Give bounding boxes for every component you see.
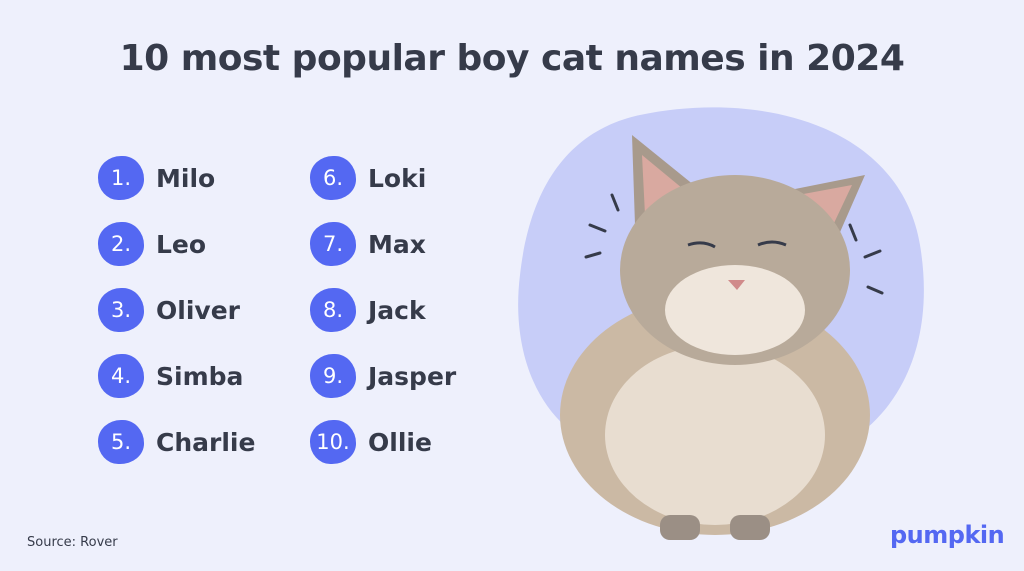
rank-badge: 5. — [98, 420, 144, 464]
rank-badge: 9. — [310, 354, 356, 398]
name-list-item: 2. Leo — [98, 221, 206, 267]
cat-name: Ollie — [368, 427, 432, 457]
name-list-item: 10. Ollie — [310, 419, 432, 465]
cat-name: Simba — [156, 361, 244, 391]
rank-badge: 6. — [310, 156, 356, 200]
page-title: 10 most popular boy cat names in 2024 — [119, 38, 905, 79]
name-list-item: 8. Jack — [310, 287, 426, 333]
rank-badge: 10. — [310, 420, 356, 464]
name-list-item: 6. Loki — [310, 155, 426, 201]
name-list-item: 7. Max — [310, 221, 426, 267]
cat-name: Charlie — [156, 427, 256, 457]
rank-badge: 2. — [98, 222, 144, 266]
name-list-item: 4. Simba — [98, 353, 243, 399]
cat-illustration — [518, 107, 924, 540]
rank-badge: 1. — [98, 156, 144, 200]
cat-name: Leo — [156, 229, 207, 259]
cat-name: Oliver — [156, 295, 240, 325]
motion-lines — [584, 193, 884, 295]
pumpkin-logo: pumpkin — [890, 521, 1005, 549]
cat-name: Milo — [156, 163, 216, 193]
cat-name: Jasper — [368, 361, 457, 391]
cat-name: Loki — [368, 163, 427, 193]
cat-name: Jack — [368, 295, 426, 325]
name-list-item: 5. Charlie — [98, 419, 255, 465]
name-list-item: 3. Oliver — [98, 287, 240, 333]
cat-name: Max — [368, 229, 426, 259]
rank-badge: 8. — [310, 288, 356, 332]
rank-badge: 3. — [98, 288, 144, 332]
name-list-item: 9. Jasper — [310, 353, 456, 399]
rank-badge: 4. — [98, 354, 144, 398]
rank-badge: 7. — [310, 222, 356, 266]
cat-nose — [728, 280, 745, 290]
source-note: Source: Rover — [27, 535, 118, 550]
name-list-item: 1. Milo — [98, 155, 215, 201]
